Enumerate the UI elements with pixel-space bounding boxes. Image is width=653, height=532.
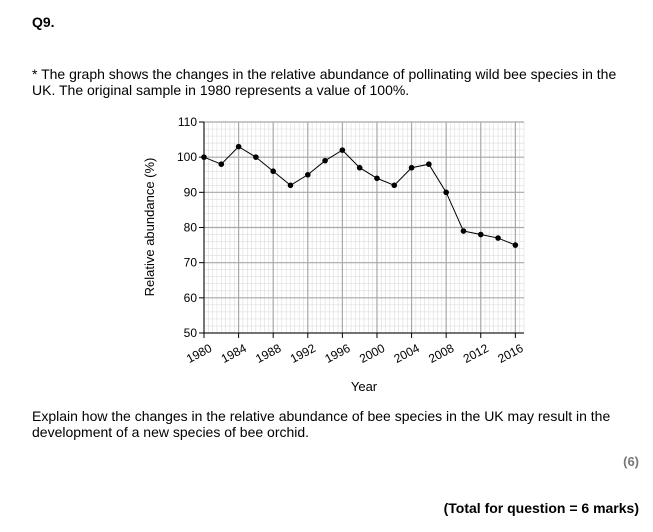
- data-point: [322, 157, 328, 164]
- data-point: [270, 168, 276, 175]
- x-tick-label: 2000: [357, 341, 387, 366]
- data-point: [201, 154, 207, 160]
- y-tick-label: 110: [178, 115, 197, 129]
- data-point: [287, 182, 294, 189]
- total-marks: (Total for question = 6 marks): [443, 500, 639, 516]
- x-tick-label: 1992: [288, 341, 318, 366]
- x-tick-label: 1988: [253, 341, 283, 366]
- axes: [199, 121, 524, 338]
- y-tick-label: 70: [184, 256, 198, 270]
- data-point: [356, 164, 363, 171]
- y-tick-labels: 50 60 70 80 90 100 110: [177, 115, 197, 340]
- x-tick-label: 1996: [322, 341, 352, 366]
- x-tick-label: 2004: [392, 341, 422, 366]
- y-tick-label: 60: [184, 291, 198, 305]
- question-number: Q9.: [32, 14, 55, 30]
- data-point: [426, 161, 432, 167]
- x-tick-label: 1980: [184, 341, 214, 366]
- data-point: [391, 182, 398, 189]
- data-point: [374, 175, 380, 182]
- y-tick-label: 90: [184, 185, 198, 199]
- x-tick-labels: 1980 1984 1988 1992 1996 2000 2004 2008 2012 2016: [184, 341, 526, 366]
- data-point: [512, 242, 519, 248]
- question-prompt: Explain how the changes in the relative …: [32, 408, 611, 440]
- x-axis-label: Year: [351, 379, 378, 394]
- data-point: [218, 161, 225, 167]
- y-tick-label: 50: [184, 326, 198, 340]
- data-point: [253, 154, 259, 160]
- data-point: [235, 143, 242, 150]
- data-point: [443, 189, 449, 196]
- data-point: [477, 231, 484, 238]
- y-axis-label: Relative abundance (%): [142, 158, 157, 297]
- x-tick-label: 2012: [461, 341, 491, 366]
- data-points: [201, 143, 519, 248]
- y-tick-label: 80: [184, 221, 198, 235]
- data-point: [495, 235, 501, 241]
- y-tick-label: 100: [177, 150, 197, 164]
- data-point: [460, 228, 467, 234]
- data-point: [408, 164, 415, 171]
- x-tick-label: 2008: [426, 341, 456, 366]
- data-point: [339, 147, 346, 153]
- x-tick-label: 1984: [219, 341, 249, 366]
- x-tick-label: 2016: [495, 341, 525, 366]
- marks-allocation: (6): [623, 454, 639, 469]
- data-point: [304, 171, 311, 178]
- question-intro: * The graph shows the changes in the rel…: [32, 66, 617, 98]
